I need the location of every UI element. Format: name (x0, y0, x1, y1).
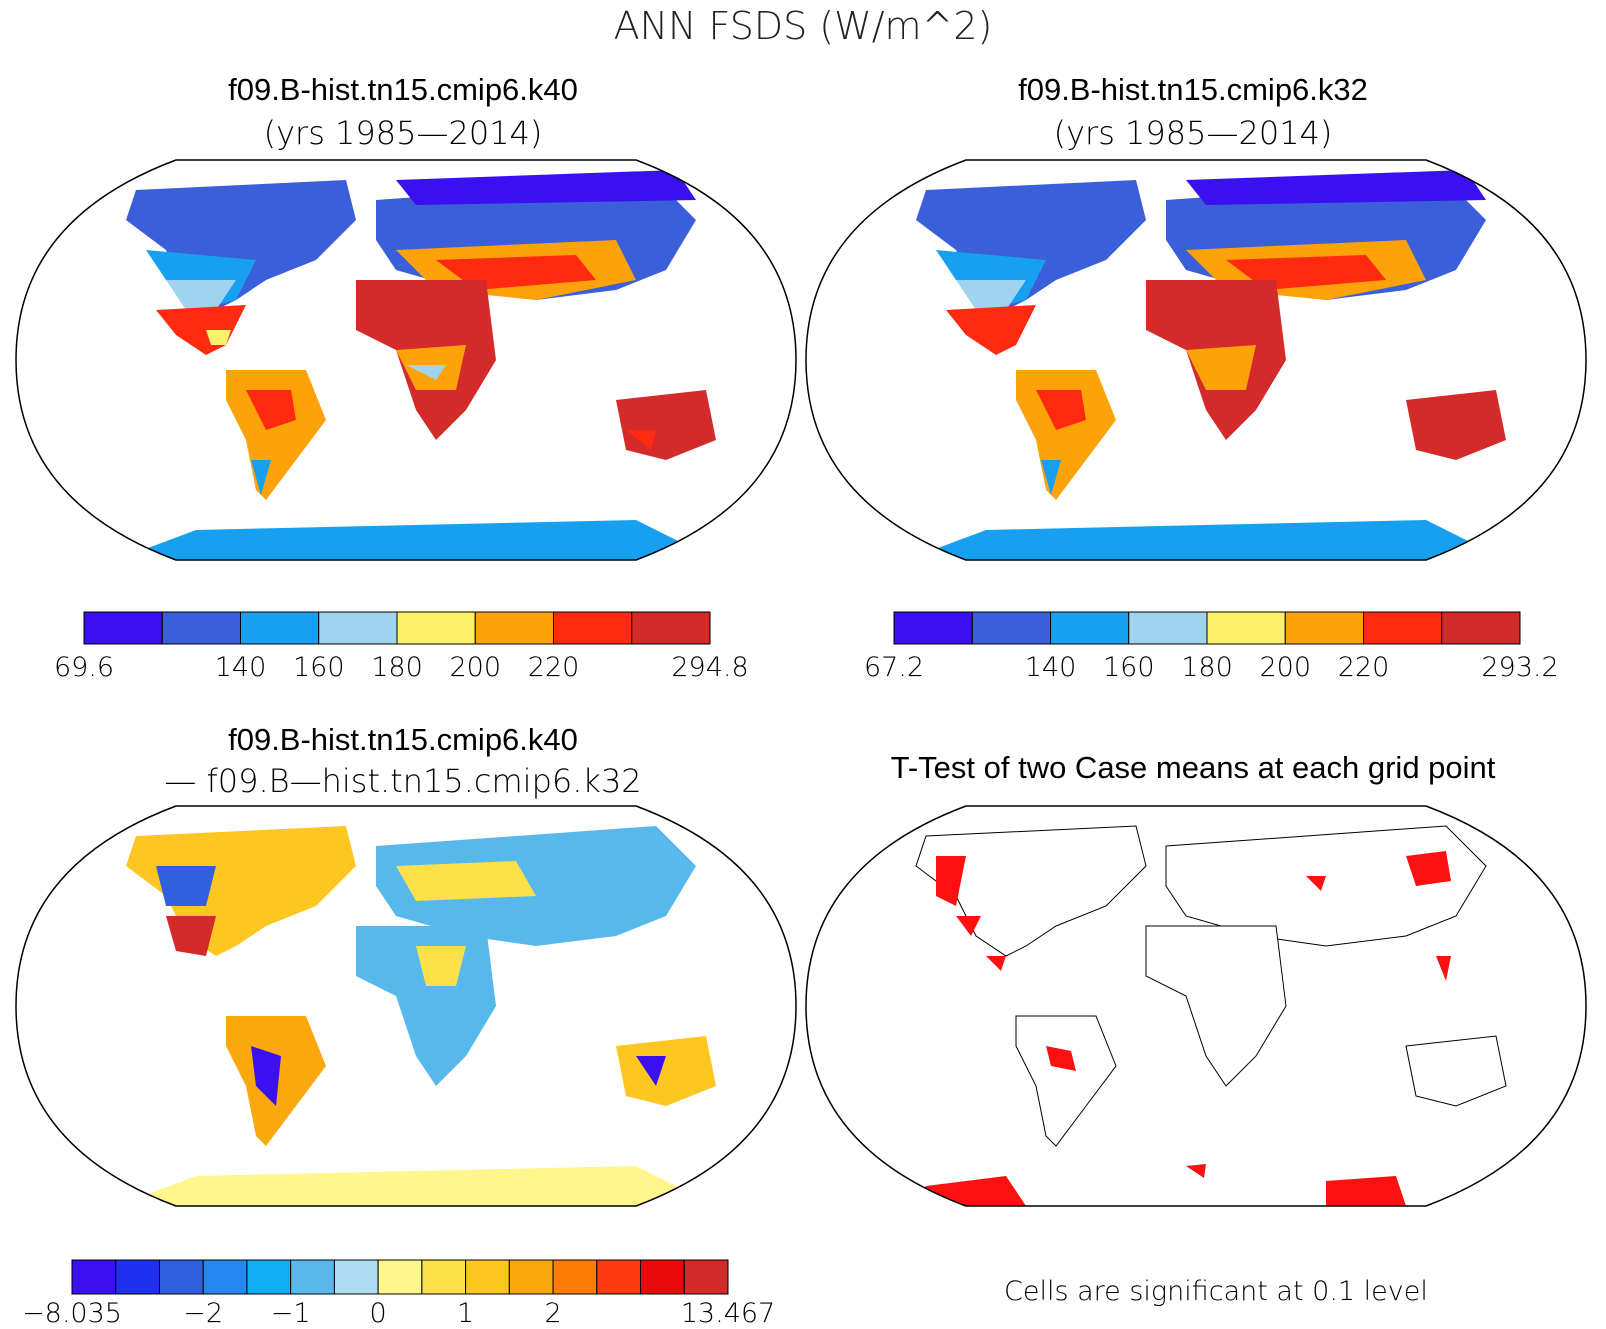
colorbar-k32-labels: 67.2 140 160 180 200 220 293.2 (864, 652, 1559, 686)
region-antarctica (906, 520, 1506, 560)
colorbar-tick-label: 0 (369, 1298, 387, 1329)
colorbar-tick-label: 2 (544, 1298, 562, 1329)
colorbar-tick-label: 180 (371, 652, 423, 683)
map-ttest (805, 805, 1587, 1207)
colorbar-tick-label: 13.467 (680, 1298, 776, 1329)
colorbar-swatch (396, 611, 476, 645)
colorbar-tick-label: 220 (527, 652, 580, 683)
region-south-america (1015, 1015, 1117, 1147)
colorbar-swatch (115, 1259, 160, 1295)
colorbar-swatch (474, 611, 554, 645)
region-antarctica (116, 1166, 716, 1206)
colorbar-swatch (553, 611, 633, 645)
panel-k32-subtitle: (yrs 1985—2014) (1053, 114, 1333, 152)
colorbar-swatch (377, 1259, 423, 1295)
colorbar-swatch (971, 611, 1051, 645)
colorbar-diff-labels: −8.035 −2 −1 0 1 2 13.467 (22, 1298, 775, 1329)
region-australia (1406, 390, 1506, 460)
colorbar-swatch (83, 611, 163, 645)
colorbar-k32 (893, 611, 1521, 645)
colorbar-k40-labels: 69.6 140 160 180 200 220 294.8 (54, 652, 749, 686)
colorbar-swatch (465, 1259, 510, 1295)
colorbar-swatch (1206, 611, 1286, 645)
region-africa (1145, 925, 1287, 1087)
map-diff (15, 805, 797, 1207)
colorbar-swatch (161, 611, 241, 645)
colorbar-tick-label: 200 (449, 652, 502, 683)
colorbar-swatch (1128, 611, 1208, 645)
region-australia (616, 1036, 716, 1106)
colorbar-swatch (508, 1259, 554, 1295)
colorbar-tick-label: −2 (183, 1298, 224, 1329)
colorbar-tick-label: −1 (270, 1298, 311, 1329)
colorbar-swatch (421, 1259, 467, 1295)
colorbar-tick-label: −8.035 (22, 1298, 122, 1329)
panel-k32-title: f09.B-hist.tn15.cmip6.k32 (1018, 72, 1368, 107)
colorbar-swatch (1050, 611, 1130, 645)
colorbar-tick-label: 67.2 (863, 652, 925, 683)
region-eurasia (376, 826, 696, 946)
colorbar-tick-label: 69.6 (53, 652, 115, 683)
region-australia (616, 390, 716, 460)
colorbar-tick-label: 200 (1259, 652, 1312, 683)
colorbar-tick-label: 293.2 (1481, 652, 1559, 683)
panel-ttest-title: T-Test of two Case means at each grid po… (890, 750, 1496, 785)
colorbar-swatch (290, 1259, 335, 1295)
colorbar-swatch (1441, 611, 1521, 645)
colorbar-swatch (202, 1259, 248, 1295)
colorbar-swatch (893, 611, 973, 645)
map-k40 (15, 159, 797, 561)
colorbar-swatch (240, 611, 320, 645)
region-south-america (1016, 370, 1116, 500)
colorbar-swatch (246, 1259, 292, 1295)
colorbar-swatch (552, 1259, 598, 1295)
colorbar-swatch (596, 1259, 642, 1295)
colorbar-swatch (683, 1259, 729, 1295)
colorbar-swatch (631, 611, 711, 645)
colorbar-swatch (1363, 611, 1443, 645)
colorbar-tick-label: 220 (1337, 652, 1390, 683)
colorbar-swatch (333, 1259, 379, 1295)
region-australia (1405, 1035, 1507, 1107)
panel-k40-title: f09.B-hist.tn15.cmip6.k40 (228, 72, 578, 107)
panel-k40-subtitle: (yrs 1985—2014) (263, 114, 543, 152)
panel-diff-title: f09.B-hist.tn15.cmip6.k40 (228, 722, 578, 757)
colorbar-swatch (71, 1259, 117, 1295)
significance-note: Cells are significant at 0.1 level (1004, 1276, 1428, 1307)
panel-diff-subtitle: — f09.B—hist.tn15.cmip6.k32 (164, 762, 642, 800)
colorbar-k40 (83, 611, 711, 645)
colorbar-swatch (318, 611, 398, 645)
colorbar-diff (71, 1259, 729, 1295)
figure-title: ANN FSDS (W/m^2) (613, 4, 993, 48)
region-antarctica (116, 520, 716, 560)
colorbar-tick-label: 140 (214, 652, 267, 683)
colorbar-tick-label: 294.8 (671, 652, 749, 683)
colorbar-tick-label: 1 (457, 1298, 475, 1329)
colorbar-tick-label: 180 (1181, 652, 1233, 683)
colorbar-tick-label: 160 (292, 652, 345, 683)
map-k32 (805, 159, 1587, 561)
colorbar-swatch (1284, 611, 1364, 645)
colorbar-tick-label: 160 (1102, 652, 1155, 683)
region-south-america (226, 370, 326, 500)
colorbar-swatch (158, 1259, 204, 1295)
colorbar-swatch (640, 1259, 685, 1295)
colorbar-tick-label: 140 (1024, 652, 1077, 683)
